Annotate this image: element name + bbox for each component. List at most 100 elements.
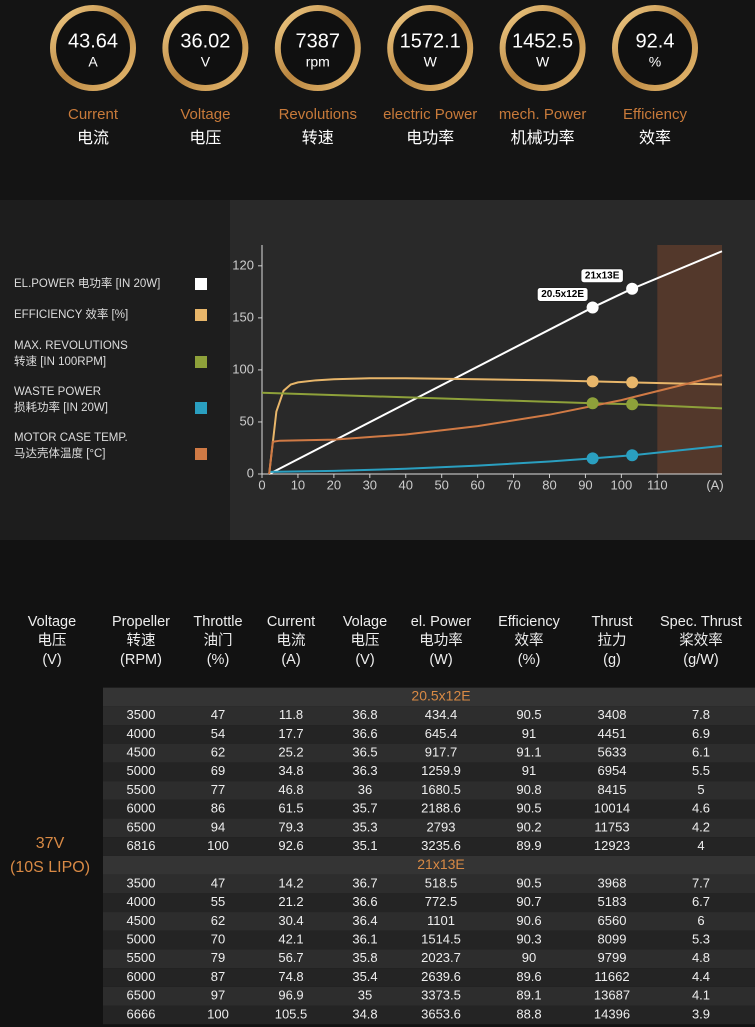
table-cell: 4 — [697, 838, 704, 853]
annotation: 20.5x12E — [536, 286, 589, 302]
x-tick-label: 20 — [327, 477, 341, 492]
table-header: (A) — [281, 652, 300, 668]
y-tick-label: 50 — [240, 413, 254, 428]
table-row — [103, 837, 755, 856]
stat-label: electric Power — [383, 106, 477, 123]
table-cell: 35.4 — [352, 969, 377, 984]
table-cell: 21.2 — [278, 894, 303, 909]
table-cell: 89.1 — [516, 988, 541, 1003]
table-cell: 55 — [211, 894, 225, 909]
table-cell: 6.1 — [692, 745, 710, 760]
table-cell: 4.1 — [692, 988, 710, 1003]
table-cell: 87 — [211, 969, 225, 984]
table-cell: 5633 — [598, 745, 627, 760]
legend-panel — [0, 200, 230, 540]
table-cell: 5.5 — [692, 763, 710, 778]
table-row — [103, 930, 755, 950]
table-cell: 30.4 — [278, 913, 303, 928]
stat-unit: A — [88, 54, 98, 70]
stat-unit: W — [424, 54, 438, 70]
table-cell: 91 — [522, 726, 536, 741]
table-cell: 4.8 — [692, 950, 710, 965]
stat-value: 36.02 — [180, 30, 230, 52]
table-cell: 4500 — [127, 745, 156, 760]
table-cell: 90.2 — [516, 819, 541, 834]
table-cell: 11662 — [594, 969, 629, 984]
legend-swatch — [195, 309, 207, 321]
table-cell: 6500 — [127, 819, 156, 834]
table-header: Throttle — [193, 614, 242, 630]
table-cell: 17.7 — [278, 726, 303, 741]
table-cell: 6.7 — [692, 894, 710, 909]
table-cell: 3373.5 — [421, 988, 461, 1003]
stat-unit: % — [649, 54, 661, 70]
stat-label-cn: 电压 — [189, 129, 221, 147]
table-cell: 772.5 — [425, 894, 458, 909]
x-tick-label: 80 — [542, 477, 556, 492]
table-cell: 7.7 — [692, 875, 710, 890]
table-cell: 434.4 — [425, 707, 458, 722]
stat-label: mech. Power — [499, 106, 587, 123]
table-header: Thrust — [591, 614, 632, 630]
table-cell: 8099 — [598, 932, 627, 947]
table-cell: 69 — [211, 763, 225, 778]
series-marker — [586, 301, 599, 314]
stat-ring — [162, 5, 249, 91]
table-cell: 90.5 — [516, 707, 541, 722]
table-cell: 3235.6 — [421, 838, 461, 853]
table-header: (g/W) — [683, 652, 718, 668]
table-cell: 74.8 — [278, 969, 303, 984]
table-cell: 79.3 — [278, 819, 303, 834]
table-cell: 2793 — [427, 819, 456, 834]
table-cell: 92.6 — [278, 838, 303, 853]
table-cell: 61.5 — [278, 801, 303, 816]
table-cell: 89.9 — [516, 838, 541, 853]
x-tick-label: 110 — [647, 477, 668, 492]
table-cell: 4000 — [127, 726, 156, 741]
table-header: Propeller — [112, 614, 170, 630]
table-header: (W) — [429, 652, 452, 668]
table-cell: 5000 — [127, 763, 156, 778]
table-cell: 35 — [358, 988, 372, 1003]
table-header: Efficiency — [498, 614, 561, 630]
table-cell: 14396 — [594, 1006, 630, 1021]
table-header: (%) — [207, 652, 230, 668]
table-row — [103, 968, 755, 987]
series-marker — [626, 282, 639, 295]
table-row — [103, 893, 755, 913]
x-tick-label: 30 — [363, 477, 377, 492]
table-header: 电压 — [38, 632, 67, 649]
series-marker — [586, 375, 599, 388]
table-header: (RPM) — [120, 652, 162, 668]
table-cell: 4500 — [127, 913, 156, 928]
series-line — [268, 377, 723, 475]
table-cell: 89.6 — [516, 969, 541, 984]
table-header: (V) — [355, 652, 374, 668]
stat-ring — [50, 5, 136, 91]
table-header: 电功率 — [419, 632, 463, 649]
stat-label-cn: 效率 — [639, 129, 671, 147]
table-cell: 6666 — [127, 1006, 156, 1021]
table-cell: 5.3 — [692, 932, 710, 947]
table-cell: 79 — [211, 950, 225, 965]
table-cell: 4000 — [127, 894, 156, 909]
legend-label: EFFICIENCY 效率 [%] — [14, 309, 129, 321]
table-cell: 36.6 — [352, 726, 377, 741]
stat-value: 92.4 — [636, 30, 675, 52]
table-cell: 2639.6 — [421, 969, 461, 984]
table-cell: 1259.9 — [421, 763, 461, 778]
table-header: (%) — [518, 652, 541, 668]
table-cell: 6.9 — [692, 726, 710, 741]
table-cell: 518.5 — [425, 875, 458, 890]
table-cell: 36 — [358, 782, 372, 797]
table-header: 电压 — [351, 632, 380, 649]
x-tick-label: 10 — [291, 477, 305, 492]
stat-ring — [274, 5, 361, 91]
table-row — [103, 818, 755, 838]
table-header: 效率 — [515, 632, 544, 649]
table-cell: 36.5 — [352, 745, 377, 760]
stat-ring — [387, 5, 474, 91]
table-cell: 3.9 — [692, 1006, 710, 1021]
stat-label: Efficiency — [623, 106, 687, 123]
